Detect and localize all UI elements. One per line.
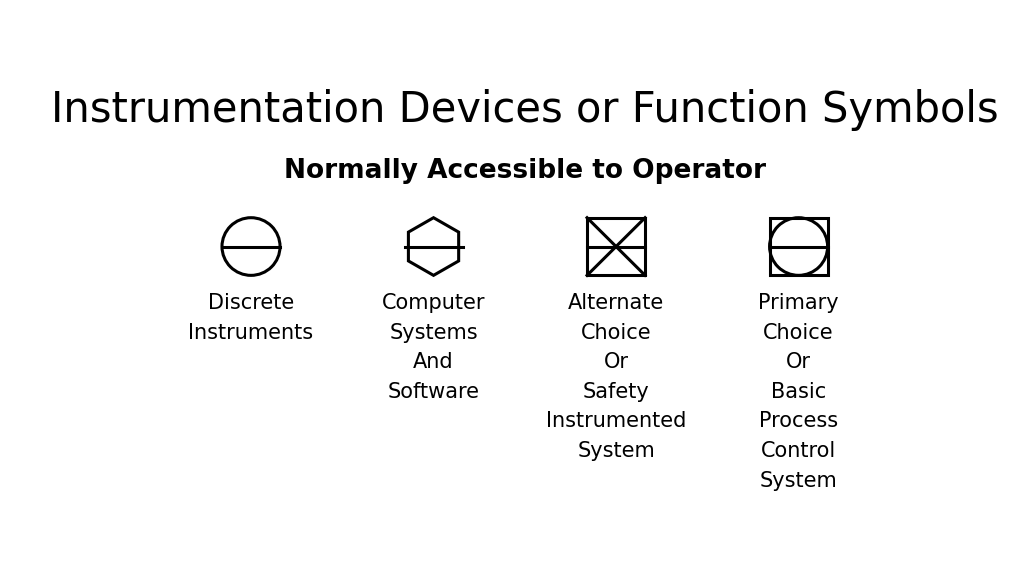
Text: Normally Accessible to Operator: Normally Accessible to Operator: [284, 158, 766, 184]
Text: Alternate
Choice
Or
Safety
Instrumented
System: Alternate Choice Or Safety Instrumented …: [546, 293, 686, 461]
Bar: [770, 218, 827, 275]
Text: Instrumentation Devices or Function Symbols: Instrumentation Devices or Function Symb…: [51, 89, 998, 131]
Text: Computer
Systems
And
Software: Computer Systems And Software: [382, 293, 485, 402]
Bar: [587, 218, 645, 275]
Text: Discrete
Instruments: Discrete Instruments: [188, 293, 313, 343]
Text: Primary
Choice
Or
Basic
Process
Control
System: Primary Choice Or Basic Process Control …: [759, 293, 839, 491]
